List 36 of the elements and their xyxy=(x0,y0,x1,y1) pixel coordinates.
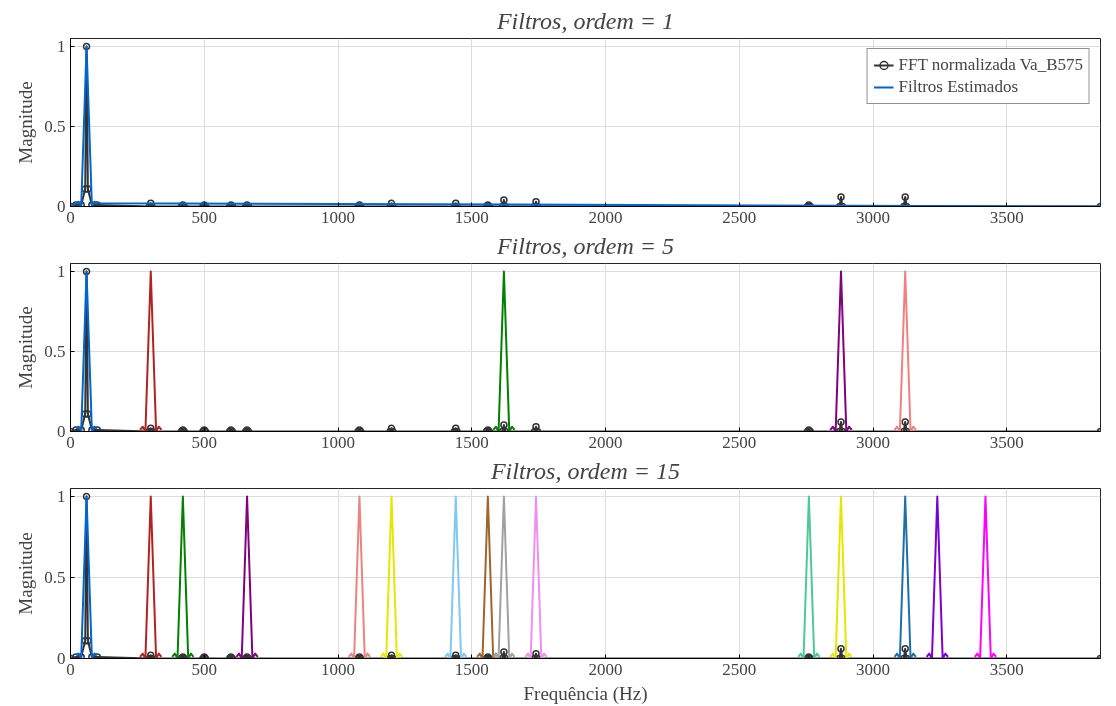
chart-title: Filtros, ordem = 5 xyxy=(495,232,675,259)
y-tick-label: 0.5 xyxy=(44,117,66,136)
x-tick-label: 500 xyxy=(191,207,218,227)
y-axis-title: Magnitude xyxy=(15,306,37,389)
x-tick-label: 3000 xyxy=(856,207,891,227)
x-tick-label: 3000 xyxy=(856,432,891,452)
y-tick-label: 1 xyxy=(57,487,66,507)
y-axis-title: Magnitude xyxy=(15,532,37,615)
legend-label: FFT normalizada Va_B575 xyxy=(898,55,1083,75)
chart-title: Filtros, ordem = 1 xyxy=(495,7,675,34)
y-tick-label: 1 xyxy=(57,262,66,281)
y-axis-title: Magnitude xyxy=(15,81,37,164)
x-tick-label: 2500 xyxy=(722,432,757,452)
x-tick-label: 1500 xyxy=(454,432,489,452)
x-tick-label: 1500 xyxy=(454,659,489,679)
x-axis-title: Frequência (Hz) xyxy=(523,682,648,705)
x-tick-label: 2000 xyxy=(588,659,623,679)
x-tick-label: 500 xyxy=(191,432,218,452)
x-tick-label: 1000 xyxy=(321,207,356,227)
x-tick-label: 3000 xyxy=(856,659,891,679)
chart-title: Filtros, ordem = 15 xyxy=(489,457,681,484)
y-tick-label: 0.5 xyxy=(44,568,66,588)
x-tick-label: 2000 xyxy=(588,207,623,227)
x-tick-label: 2500 xyxy=(722,659,757,679)
x-tick-label: 3500 xyxy=(989,659,1024,679)
x-tick-label: 2500 xyxy=(722,207,757,227)
x-tick-label: 1000 xyxy=(321,659,356,679)
x-tick-label: 3500 xyxy=(989,207,1024,227)
legend-label: Filtros Estimados xyxy=(898,77,1019,97)
x-tick-label: 3500 xyxy=(989,432,1024,452)
y-tick-label: 1 xyxy=(57,37,66,56)
x-tick-label: 1500 xyxy=(454,207,489,227)
x-tick-label: 2000 xyxy=(588,432,623,452)
x-tick-label: 500 xyxy=(191,659,218,679)
y-tick-label: 0.5 xyxy=(44,342,66,361)
x-tick-label: 1000 xyxy=(321,432,356,452)
